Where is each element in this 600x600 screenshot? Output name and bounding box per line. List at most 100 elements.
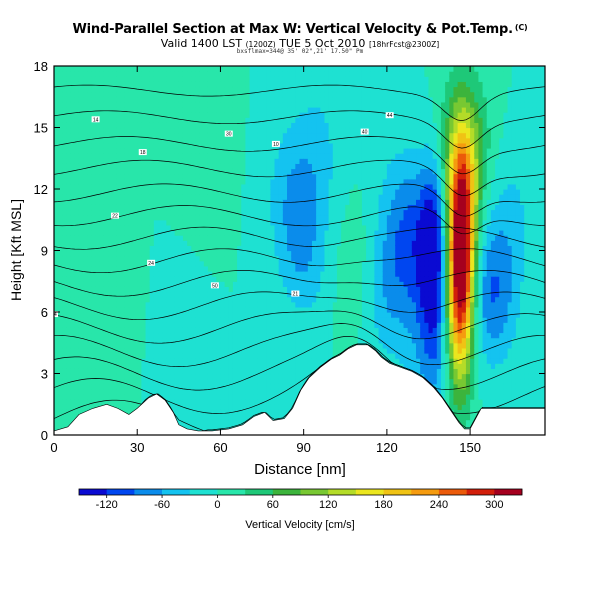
velocity-cell xyxy=(170,158,176,164)
velocity-cell xyxy=(95,378,101,385)
velocity-cell xyxy=(137,66,142,72)
velocity-cell xyxy=(120,117,126,123)
velocity-cell xyxy=(324,209,330,216)
velocity-cell xyxy=(199,265,205,272)
velocity-cell xyxy=(116,163,122,170)
velocity-cell xyxy=(228,414,234,421)
velocity-cell xyxy=(87,214,93,221)
velocity-cell xyxy=(266,368,271,375)
velocity-cell xyxy=(58,81,63,88)
velocity-cell xyxy=(91,91,97,98)
velocity-cell xyxy=(291,132,296,139)
velocity-cell xyxy=(199,363,205,369)
velocity-cell xyxy=(212,347,217,354)
velocity-cell xyxy=(158,137,163,144)
velocity-cell xyxy=(245,183,251,190)
velocity-cell xyxy=(311,312,317,318)
velocity-cell xyxy=(195,276,201,282)
velocity-cell xyxy=(182,199,188,205)
velocity-cell xyxy=(216,137,222,144)
velocity-cell xyxy=(237,332,242,339)
velocity-cell xyxy=(58,199,63,205)
velocity-cell xyxy=(158,255,163,262)
velocity-cell xyxy=(262,337,267,344)
velocity-cell xyxy=(299,332,305,339)
velocity-cell xyxy=(133,127,138,134)
velocity-cell xyxy=(199,112,205,118)
velocity-cell xyxy=(212,378,217,385)
velocity-cell xyxy=(324,240,330,246)
velocity-cell xyxy=(91,189,97,195)
velocity-cell xyxy=(320,312,326,318)
velocity-cell xyxy=(87,286,93,293)
velocity-cell xyxy=(103,394,109,400)
velocity-cell xyxy=(336,132,342,139)
velocity-cell xyxy=(212,363,217,369)
velocity-cell xyxy=(187,383,192,390)
velocity-cell xyxy=(270,255,276,262)
velocity-cell xyxy=(216,153,222,159)
velocity-cell xyxy=(137,240,142,246)
velocity-cell xyxy=(299,240,305,246)
velocity-cell xyxy=(191,383,197,390)
velocity-cell xyxy=(303,209,309,216)
velocity-cell xyxy=(311,358,317,364)
velocity-cell xyxy=(232,368,238,375)
velocity-cell xyxy=(320,276,326,282)
velocity-cell xyxy=(95,317,101,323)
velocity-cell xyxy=(66,153,72,159)
velocity-cell xyxy=(133,224,138,231)
velocity-cell xyxy=(270,107,276,113)
velocity-cell xyxy=(324,132,330,139)
velocity-cell xyxy=(262,194,267,200)
velocity-cell xyxy=(274,168,280,175)
velocity-cell xyxy=(187,96,192,103)
velocity-cell xyxy=(224,189,230,195)
velocity-cell xyxy=(95,199,101,205)
velocity-cell xyxy=(78,240,84,246)
velocity-cell xyxy=(62,327,68,334)
velocity-cell xyxy=(320,230,326,236)
velocity-cell xyxy=(291,178,296,185)
velocity-cell xyxy=(324,296,330,303)
velocity-cell xyxy=(149,281,155,287)
velocity-cell xyxy=(207,204,213,211)
velocity-cell xyxy=(178,76,184,82)
velocity-cell xyxy=(228,66,234,72)
velocity-cell xyxy=(128,112,134,118)
velocity-cell xyxy=(137,209,142,216)
velocity-cell xyxy=(270,230,276,236)
velocity-cell xyxy=(287,250,292,257)
velocity-cell xyxy=(237,255,242,262)
velocity-cell xyxy=(178,112,184,118)
velocity-cell xyxy=(120,224,126,231)
velocity-cell xyxy=(307,148,313,154)
velocity-cell xyxy=(324,271,330,277)
velocity-cell xyxy=(191,312,197,318)
velocity-cell xyxy=(128,404,134,410)
velocity-cell xyxy=(220,148,226,154)
velocity-cell xyxy=(178,301,184,308)
velocity-cell xyxy=(328,281,334,287)
velocity-cell xyxy=(228,337,234,344)
velocity-cell xyxy=(316,312,321,318)
velocity-cell xyxy=(108,286,113,293)
velocity-cell xyxy=(199,76,205,82)
velocity-cell xyxy=(83,66,88,72)
velocity-cell xyxy=(149,122,155,129)
velocity-cell xyxy=(220,276,226,282)
velocity-cell xyxy=(324,199,330,205)
velocity-cell xyxy=(137,194,142,200)
velocity-cell xyxy=(54,230,59,236)
velocity-cell xyxy=(191,178,197,185)
velocity-cell xyxy=(191,414,197,421)
velocity-cell xyxy=(58,132,63,139)
velocity-cell xyxy=(108,265,113,272)
velocity-cell xyxy=(166,245,172,252)
velocity-cell xyxy=(320,81,326,88)
velocity-cell xyxy=(112,394,118,400)
velocity-cell xyxy=(270,224,276,231)
velocity-cell xyxy=(316,306,321,313)
velocity-cell xyxy=(99,224,105,231)
velocity-cell xyxy=(174,245,180,252)
